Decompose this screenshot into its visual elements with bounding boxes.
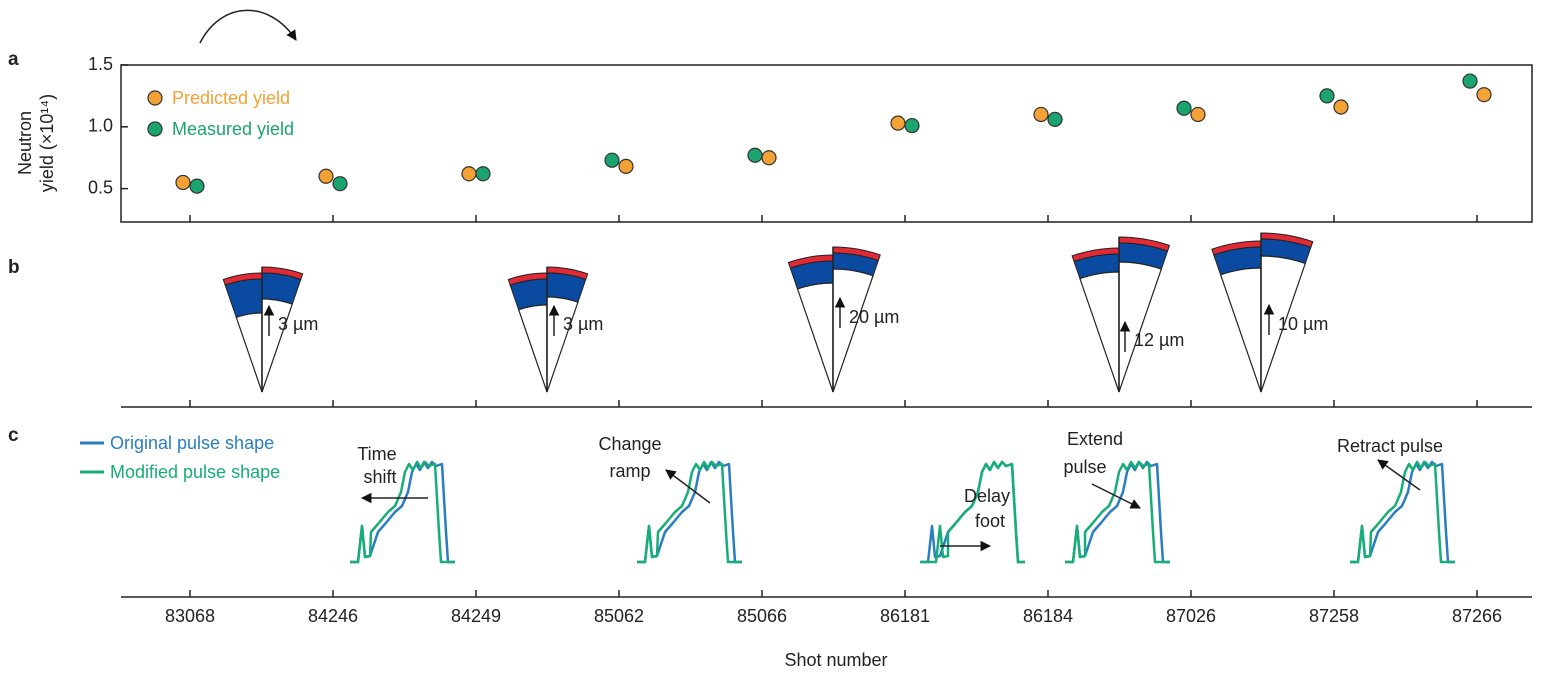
data-point (1033, 106, 1049, 123)
x-tick-label: 87258 (1309, 606, 1359, 626)
legend-label: Original pulse shape (110, 433, 274, 453)
pulse-modified (637, 460, 742, 564)
gas-region (235, 312, 263, 393)
x-tick-label: 84246 (308, 606, 358, 626)
data-point (1476, 87, 1492, 103)
data-point (1176, 100, 1192, 116)
pulse-modified (920, 460, 1025, 564)
data-point (1319, 88, 1335, 104)
data-point (175, 174, 191, 191)
thickness-label: 10 µm (1278, 314, 1328, 334)
annotation: Extend (1067, 429, 1123, 449)
x-tick-label: 86181 (880, 606, 930, 626)
x-tick-label: 86184 (1023, 606, 1073, 626)
y-tick-label: 0.5 (88, 177, 113, 197)
y-axis-label-line: yield (×10¹⁴) (37, 94, 57, 192)
annotation-arrow (1091, 483, 1141, 509)
annotation: foot (975, 511, 1005, 531)
data-point (475, 166, 491, 182)
gas-region (546, 296, 579, 393)
data-point (332, 176, 348, 192)
legend-label: Modified pulse shape (110, 462, 280, 482)
gas-region (832, 268, 874, 393)
data-point (1462, 73, 1478, 89)
annotation-arrow (665, 469, 711, 504)
y-axis-label-line: Neutron (15, 111, 35, 175)
panel-letter: b (8, 257, 20, 278)
data-point (904, 117, 920, 134)
annotation: shift (363, 467, 396, 487)
gas-region (1260, 255, 1307, 393)
gas-region (796, 282, 834, 393)
annotation: Retract pulse (1337, 436, 1443, 456)
y-tick-label: 1.0 (88, 116, 113, 136)
legend-label: Measured yield (172, 119, 294, 139)
data-point (189, 178, 205, 194)
ice-layer (224, 278, 263, 318)
data-point (890, 115, 906, 131)
annotation: ramp (609, 461, 650, 481)
pulse-modified (350, 460, 455, 564)
x-tick-label: 85066 (737, 606, 787, 626)
data-point (318, 168, 334, 184)
x-tick-label: 87026 (1166, 606, 1216, 626)
thickness-label: 20 µm (849, 307, 899, 327)
panel-letter: a (8, 49, 19, 70)
pulse-original (920, 460, 1025, 564)
data-point (1047, 111, 1063, 127)
pulse-modified (1065, 460, 1170, 564)
x-tick-label: 87266 (1452, 606, 1502, 626)
annotation: Time (357, 444, 396, 464)
thickness-label: 3 µm (563, 314, 603, 334)
legend-marker (147, 121, 163, 137)
x-tick-label: 85062 (594, 606, 644, 626)
data-point (1190, 106, 1206, 123)
x-tick-label: 83068 (165, 606, 215, 626)
y-tick-label: 1.5 (88, 54, 113, 74)
data-point (461, 166, 477, 182)
y-axis-label: Neutron yield (×10¹⁴) (15, 94, 57, 192)
gas-region (517, 304, 548, 393)
annotation: Delay (964, 486, 1010, 506)
gas-region (1219, 267, 1262, 393)
axes-frame (120, 64, 1533, 223)
annotation-arrow (1377, 459, 1421, 491)
data-point (1333, 99, 1349, 115)
data-point (747, 147, 763, 163)
data-point (761, 150, 777, 166)
gas-region (1079, 271, 1120, 393)
x-axis-label: Shot number (784, 650, 887, 670)
annotation: pulse (1063, 457, 1106, 477)
legend-label: Predicted yield (172, 88, 290, 108)
thickness-label: 12 µm (1134, 330, 1184, 350)
panel-letter: c (8, 425, 19, 446)
pulse-modified (1350, 460, 1455, 564)
gas-region (1118, 261, 1163, 393)
annotation: Change (598, 434, 661, 454)
thickness-label: 3 µm (278, 314, 318, 334)
legend-marker (147, 90, 163, 106)
data-point (604, 152, 620, 168)
x-tick-label: 84249 (451, 606, 501, 626)
data-point (618, 158, 634, 174)
decor-arrow (199, 9, 297, 44)
